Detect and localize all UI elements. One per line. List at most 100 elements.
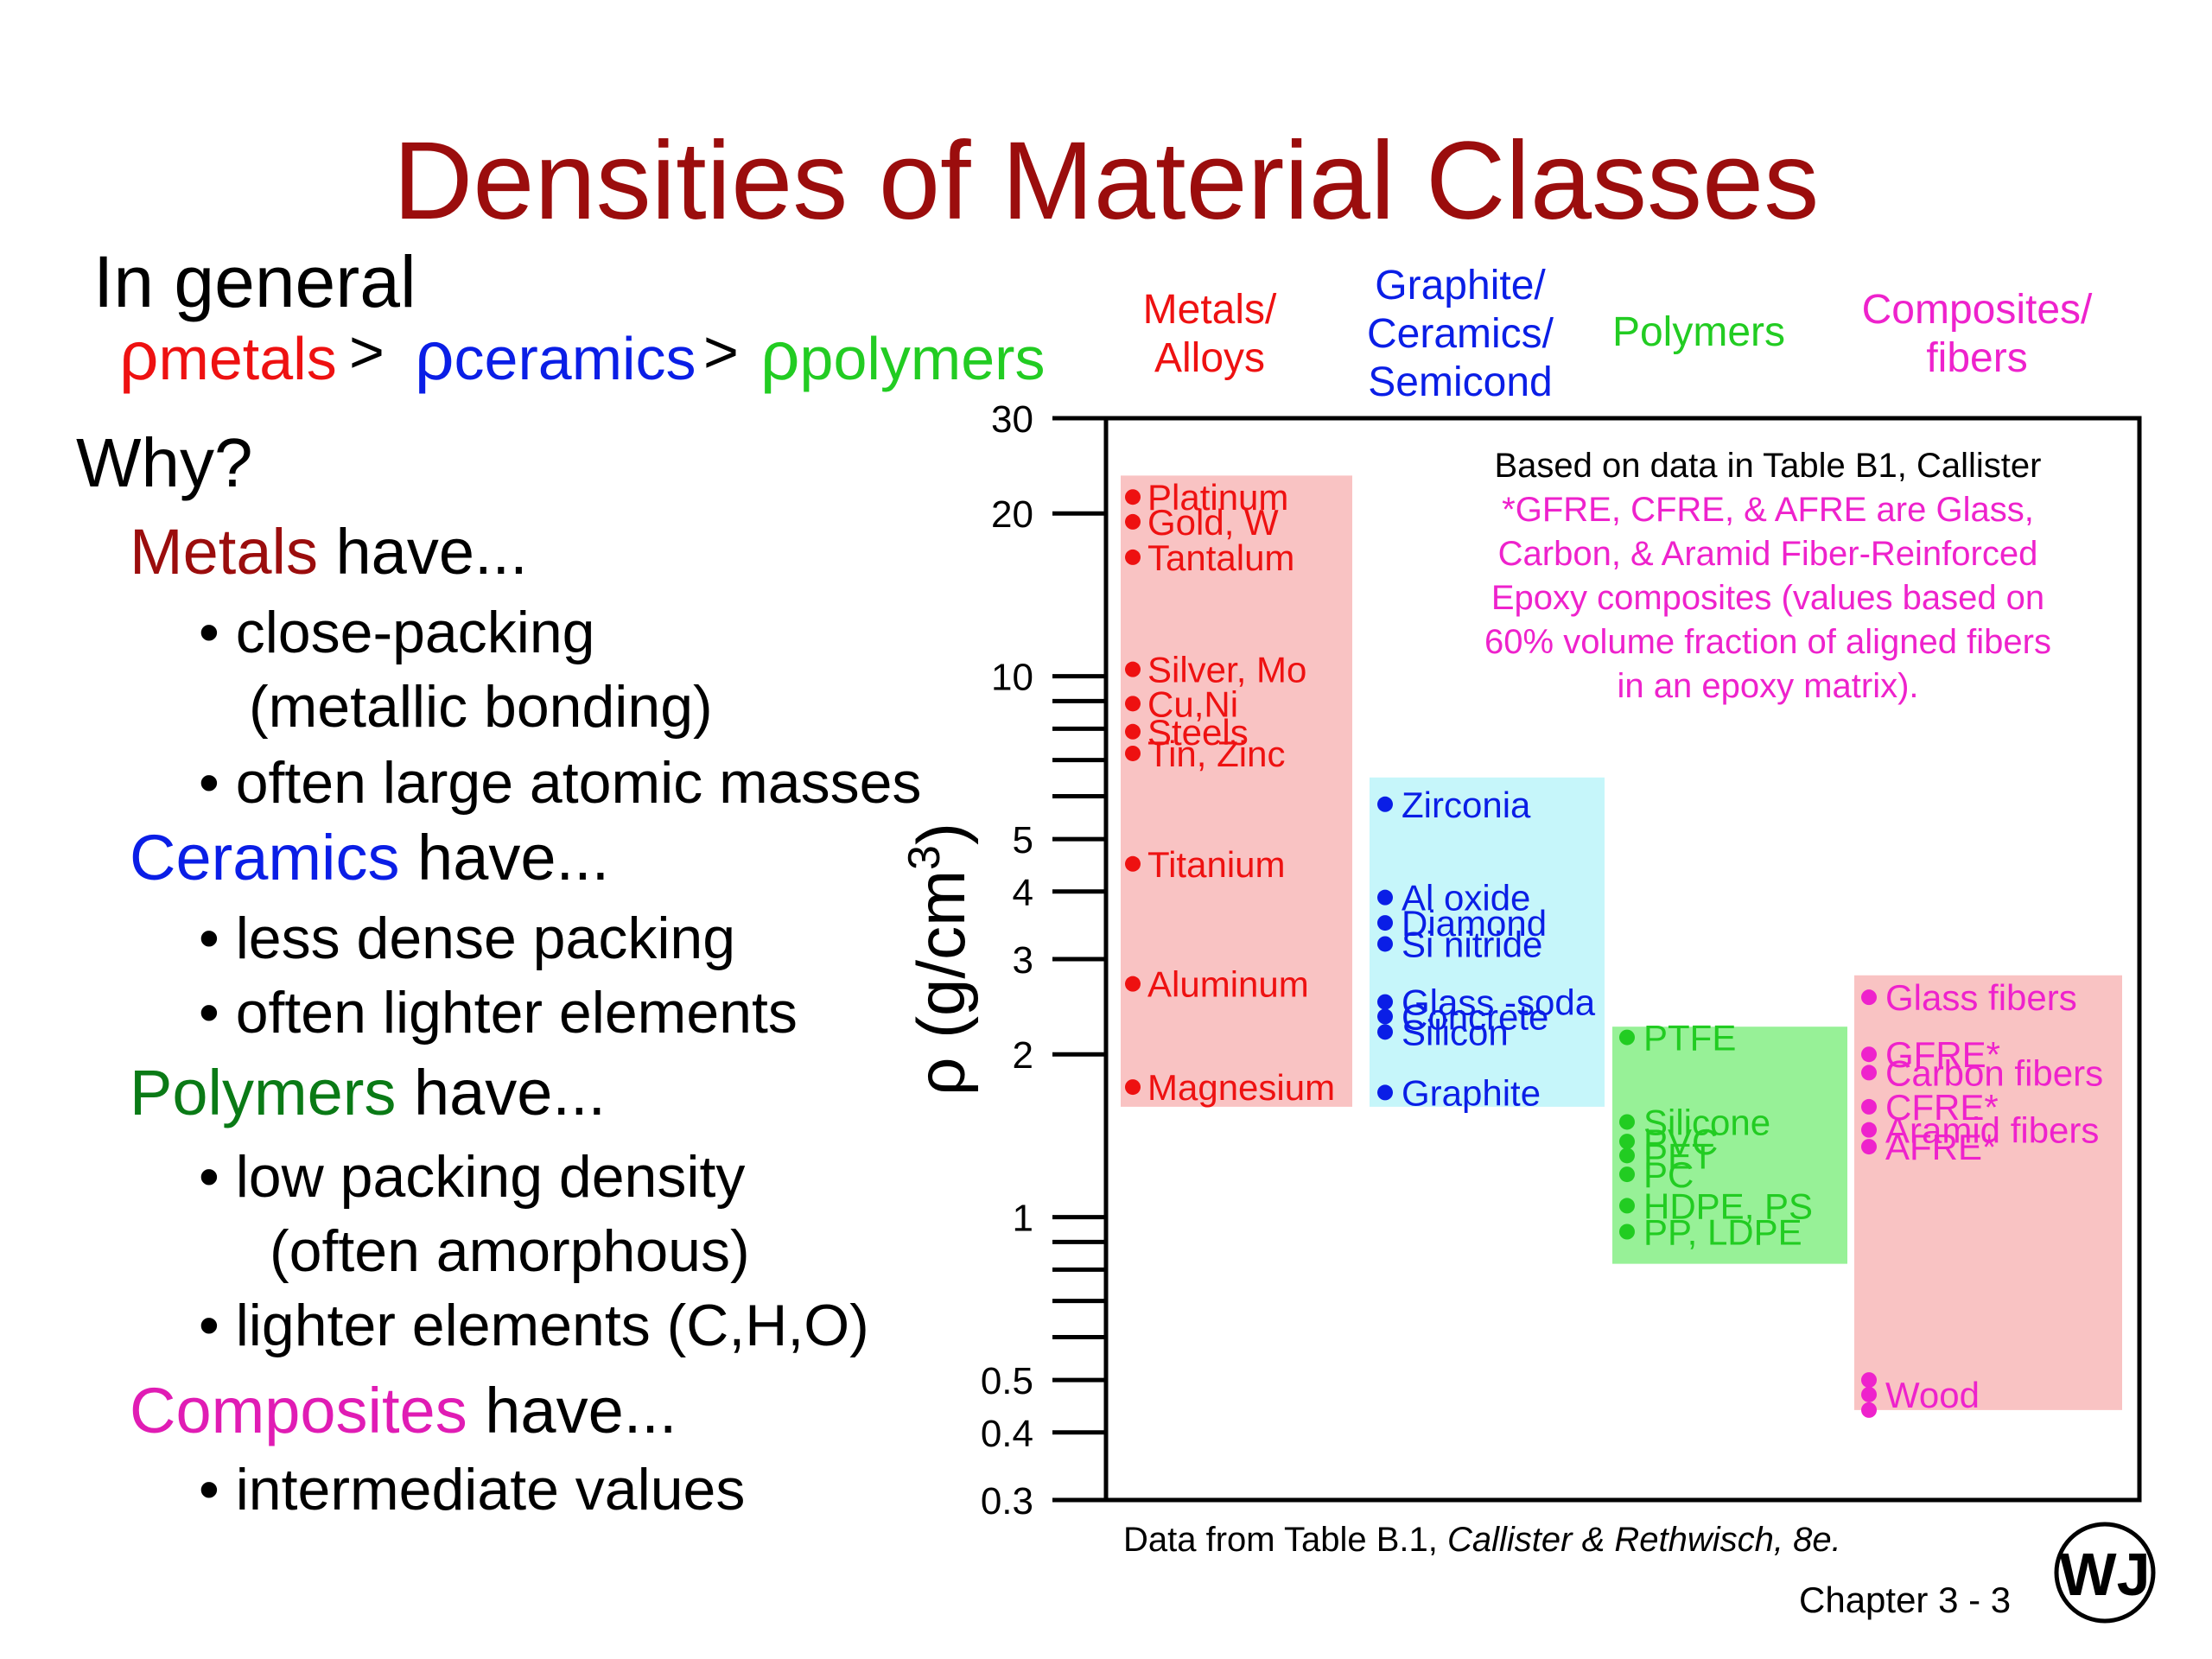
ceramics-bullet-1: • less dense packing (199, 906, 736, 971)
category-box-polymers (1612, 1027, 1847, 1264)
data-label: Si nitride (1402, 924, 1542, 964)
category-header: Semicond (1368, 359, 1552, 405)
polymers-heading: Polymers have... (130, 1061, 606, 1125)
logo-letters: WJ (2060, 1541, 2151, 1608)
category-header: Alloys (1154, 335, 1265, 381)
y-tick-label: 5 (1013, 819, 1033, 861)
polymers-name: Polymers (130, 1057, 397, 1128)
metals-heading: Metals have... (130, 520, 528, 584)
data-point-glass-fibers (1861, 989, 1877, 1006)
data-point-wood (1861, 1386, 1877, 1402)
category-headers: Metals/Alloys Graphite/Ceramics/Semicond P… (1143, 263, 2093, 405)
data-point-aramid-fibers (1861, 1122, 1877, 1138)
category-header: fibers (1926, 335, 2027, 381)
data-point-cu-ni (1125, 696, 1141, 712)
composites-name: Composites (130, 1375, 467, 1446)
rho-polymers-label: polymers (799, 325, 1046, 392)
data-point (1861, 1402, 1877, 1418)
data-label: Concrete (1402, 996, 1548, 1037)
rho-polymers: ρpolymers (760, 321, 1045, 391)
category-box-metals-alloys (1121, 475, 1352, 1107)
chart-note: Based on data in Table B1, Callister *GFR… (1484, 447, 2051, 705)
data-label: Silver, Mo (1147, 650, 1306, 690)
data-point-pvc (1619, 1134, 1635, 1150)
data-point-pp-ldpe (1619, 1224, 1635, 1240)
data-label: PET (1643, 1135, 1714, 1176)
data-label: Aluminum (1147, 964, 1309, 1005)
data-point-afre (1861, 1139, 1877, 1155)
data-label: Glass -soda (1402, 982, 1596, 1023)
page-title: Densities of Material Classes (392, 119, 1820, 243)
data-point-tin-zinc (1125, 745, 1141, 761)
data-point-platinum (1125, 489, 1141, 505)
rho-ceramics: ρceramics (415, 321, 696, 391)
y-tick-label: 2 (1013, 1034, 1033, 1077)
y-tick-label: 20 (991, 493, 1033, 536)
data-label: PC (1643, 1154, 1694, 1195)
data-point-silicon (1377, 1024, 1393, 1040)
category-header: Graphite/ (1375, 263, 1546, 308)
data-point-aluminum (1125, 976, 1141, 992)
publisher-logo: WJ (2054, 1522, 2156, 1624)
data-point-magnesium (1125, 1079, 1141, 1096)
ceramics-heading: Ceramics have... (130, 826, 609, 890)
category-header: Polymers (1612, 309, 1785, 355)
category-boxes (1121, 475, 2122, 1410)
composites-bullet-1: • intermediate values (199, 1457, 746, 1522)
data-source-reference: Callister & Rethwisch, 8e. (1447, 1521, 1841, 1559)
metals-bullet-2: • often large atomic masses (199, 750, 922, 816)
y-tick-label: 0.4 (981, 1413, 1033, 1455)
data-point-silver-mo (1125, 661, 1141, 677)
category-box-composites-fibers (1854, 975, 2122, 1410)
data-point (1861, 1372, 1877, 1389)
why-heading: Why? (76, 424, 253, 501)
data-label: Tantalum (1147, 537, 1294, 578)
rho-metals: ρmetals (119, 321, 337, 391)
gt-sign: > (349, 318, 385, 385)
rho-symbol: ρ (415, 317, 454, 394)
y-tick-label: 0.5 (981, 1360, 1033, 1402)
chart-note-line: Epoxy composites (values based on (1491, 579, 2044, 617)
data-label: Titanium (1147, 844, 1286, 885)
data-label: Graphite (1402, 1072, 1541, 1113)
data-label: Diamond (1402, 903, 1547, 944)
rho-metals-label: metals (158, 325, 337, 392)
data-point-diamond (1377, 915, 1393, 931)
data-point-tantalum (1125, 549, 1141, 565)
composites-heading: Composites have... (130, 1379, 677, 1443)
data-label: Steels (1147, 712, 1249, 753)
data-label: Wood (1885, 1375, 1980, 1415)
category-box-graphite-ceramics-semicond (1370, 777, 1605, 1107)
data-label: Gold, W (1147, 502, 1279, 543)
data-label: Al oxide (1402, 878, 1530, 918)
data-point-titanium (1125, 855, 1141, 872)
category-header: Composites/ (1862, 287, 2093, 333)
chart-note-line: Carbon, & Aramid Fiber-Reinforced (1498, 535, 2038, 573)
category-header: Metals/ (1143, 287, 1277, 333)
polymers-suffix: have... (396, 1057, 607, 1128)
data-label: Magnesium (1147, 1067, 1335, 1108)
data-source-note: Data from Table B.1, Callister & Rethwis… (1123, 1521, 1841, 1560)
metals-name: Metals (130, 516, 318, 588)
data-label: Silicon (1402, 1012, 1509, 1052)
y-tick-label: 0.3 (981, 1480, 1033, 1522)
metals-suffix: have... (317, 516, 528, 588)
data-label: Glass fibers (1885, 977, 2077, 1018)
polymers-bullet-1-cont: (often amorphous) (270, 1218, 750, 1284)
data-label: Aramid fibers (1885, 1110, 2099, 1151)
chapter-page-number: Chapter 3 - 3 (1799, 1580, 2012, 1620)
data-point-pet (1619, 1147, 1635, 1164)
data-point-cfre (1861, 1098, 1877, 1115)
ceramics-bullet-2: • often lighter elements (199, 980, 798, 1046)
y-axis: 30 20 10 5 4 3 2 1 0.5 0.4 0.3 (981, 398, 1106, 1522)
in-general-heading: In general (93, 241, 416, 322)
rho-symbol: ρ (119, 317, 159, 394)
data-point-carbon-fibers (1861, 1065, 1877, 1081)
metals-bullet-1: • close-packing (199, 600, 595, 665)
data-point-concrete (1377, 1008, 1393, 1025)
data-label: GFRE* (1885, 1034, 2000, 1075)
data-label: Silicone (1643, 1102, 1770, 1142)
data-label: Carbon fibers (1885, 1052, 2103, 1093)
data-point-si-nitride (1377, 936, 1393, 952)
